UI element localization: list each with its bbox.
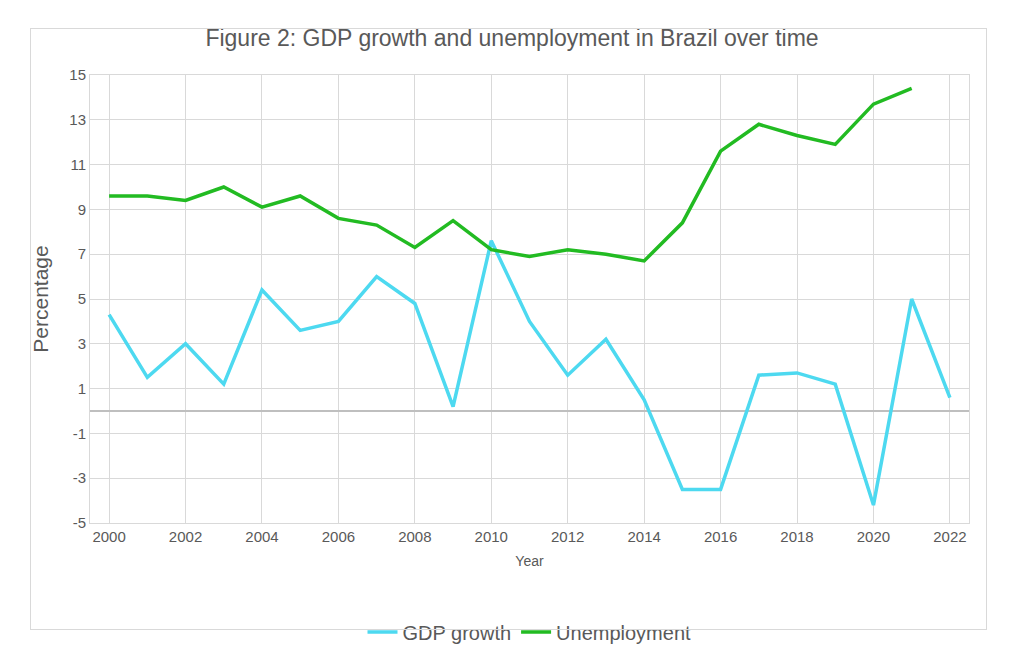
svg-text:2022: 2022 (933, 528, 966, 545)
svg-text:11: 11 (70, 156, 86, 173)
svg-text:2004: 2004 (245, 528, 278, 545)
svg-text:Figure 2: GDP growth and unemp: Figure 2: GDP growth and unemployment in… (205, 25, 818, 51)
svg-text:15: 15 (69, 66, 86, 83)
svg-text:GDP growth: GDP growth (403, 622, 512, 644)
svg-text:2000: 2000 (92, 528, 125, 545)
svg-text:Unemployment: Unemployment (556, 622, 691, 644)
svg-text:-1: -1 (73, 425, 86, 442)
svg-text:2016: 2016 (704, 528, 737, 545)
svg-text:Percentage: Percentage (29, 245, 52, 352)
svg-text:2010: 2010 (475, 528, 508, 545)
svg-text:-5: -5 (73, 514, 86, 531)
svg-text:7: 7 (78, 245, 86, 262)
svg-text:2020: 2020 (857, 528, 890, 545)
svg-text:5: 5 (78, 290, 86, 307)
svg-text:1: 1 (78, 380, 86, 397)
svg-text:-3: -3 (73, 469, 86, 486)
svg-text:Year: Year (515, 553, 544, 569)
svg-text:2012: 2012 (551, 528, 584, 545)
svg-text:3: 3 (78, 335, 86, 352)
svg-text:2002: 2002 (169, 528, 202, 545)
svg-text:2008: 2008 (398, 528, 431, 545)
svg-text:2014: 2014 (627, 528, 660, 545)
svg-text:2006: 2006 (322, 528, 355, 545)
svg-text:2018: 2018 (780, 528, 813, 545)
svg-text:9: 9 (78, 201, 86, 218)
svg-text:13: 13 (69, 111, 86, 128)
